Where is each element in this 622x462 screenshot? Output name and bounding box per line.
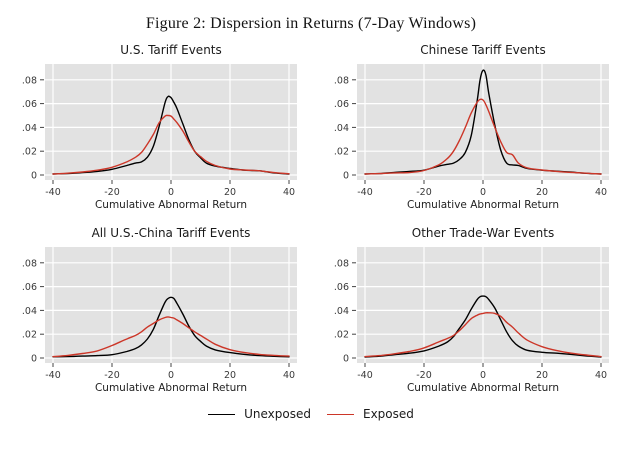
exposed-line-swatch-icon — [326, 413, 354, 415]
svg-text:.02: .02 — [22, 330, 37, 341]
panel-chinese-tariff-events: Chinese Tariff Events -40 -20 0 20 40 0 .02 .04… — [319, 43, 619, 212]
svg-text:.08: .08 — [334, 258, 349, 269]
svg-text:-40: -40 — [357, 187, 373, 198]
svg-text:-20: -20 — [104, 370, 120, 381]
svg-text:0: 0 — [31, 171, 37, 182]
svg-text:40: 40 — [283, 370, 295, 381]
svg-text:Cumulative Abnormal Return: Cumulative Abnormal Return — [407, 199, 559, 211]
svg-text:.08: .08 — [334, 75, 349, 86]
panel-title: Chinese Tariff Events — [420, 43, 546, 57]
svg-text:20: 20 — [224, 187, 236, 198]
svg-text:.02: .02 — [22, 147, 37, 158]
panel-title: Other Trade-War Events — [411, 226, 555, 240]
svg-text:.06: .06 — [334, 99, 349, 110]
svg-text:20: 20 — [224, 370, 236, 381]
svg-text:-20: -20 — [416, 370, 432, 381]
svg-text:0: 0 — [168, 187, 174, 198]
svg-text:.04: .04 — [22, 123, 37, 134]
panel-us-tariff-events: U.S. Tariff Events -40 -20 0 20 40 0 .02 .04 .06… — [7, 43, 307, 212]
density-chart-other-trade-war-events: -40 -20 0 20 40 0 .02 .04 .06 .08 Cumulative Abnor… — [334, 247, 609, 394]
svg-text:.08: .08 — [22, 75, 37, 86]
svg-text:40: 40 — [595, 187, 607, 198]
svg-text:.04: .04 — [334, 306, 349, 317]
svg-text:0: 0 — [31, 354, 37, 365]
svg-text:0: 0 — [168, 370, 174, 381]
svg-text:0: 0 — [480, 187, 486, 198]
unexposed-line-swatch-icon — [208, 413, 236, 415]
svg-text:.06: .06 — [334, 282, 349, 293]
panels-grid: U.S. Tariff Events -40 -20 0 20 40 0 .02 .04 .06… — [0, 43, 622, 395]
svg-text:.02: .02 — [334, 147, 349, 158]
svg-text:40: 40 — [595, 370, 607, 381]
figure-title: Figure 2: Dispersion in Returns (7-Day W… — [145, 15, 477, 32]
legend: Unexposed Exposed — [0, 407, 622, 421]
svg-text:20: 20 — [536, 187, 548, 198]
svg-text:-20: -20 — [416, 187, 432, 198]
svg-text:40: 40 — [283, 187, 295, 198]
density-chart-chinese-tariff-events: -40 -20 0 20 40 0 .02 .04 .06 .08 Cumulative Abnor… — [334, 64, 609, 211]
svg-text:-40: -40 — [45, 370, 61, 381]
svg-text:.06: .06 — [22, 282, 37, 293]
svg-text:-20: -20 — [104, 187, 120, 198]
density-chart-us-tariff-events: -40 -20 0 20 40 0 .02 .04 .06 .08 Cumulative Abnor… — [22, 64, 297, 211]
legend-item-exposed: Exposed — [326, 407, 414, 421]
panel-title: U.S. Tariff Events — [120, 43, 222, 57]
svg-text:.04: .04 — [22, 306, 37, 317]
legend-label-exposed: Exposed — [362, 407, 414, 421]
svg-text:Cumulative Abnormal Return: Cumulative Abnormal Return — [407, 382, 559, 394]
svg-text:-40: -40 — [357, 370, 373, 381]
panel-all-us-china-tariff-events: All U.S.-China Tariff Events -40 -20 0 20 40… — [7, 226, 307, 395]
density-chart-all-us-china-tariff-events: -40 -20 0 20 40 0 .02 .04 .06 .08 Cumulative Abnor… — [22, 247, 297, 394]
svg-text:.06: .06 — [22, 99, 37, 110]
svg-text:20: 20 — [536, 370, 548, 381]
svg-text:-40: -40 — [45, 187, 61, 198]
svg-text:0: 0 — [343, 171, 349, 182]
legend-item-unexposed: Unexposed — [208, 407, 311, 421]
legend-label-unexposed: Unexposed — [244, 407, 311, 421]
panel-other-trade-war-events: Other Trade-War Events -40 -20 0 20 40 0 .02 .0… — [319, 226, 619, 395]
svg-text:.04: .04 — [334, 123, 349, 134]
svg-text:Cumulative Abnormal Return: Cumulative Abnormal Return — [95, 199, 247, 211]
svg-text:0: 0 — [480, 370, 486, 381]
svg-text:.02: .02 — [334, 330, 349, 341]
panel-title: All U.S.-China Tariff Events — [91, 226, 251, 240]
svg-text:.08: .08 — [22, 258, 37, 269]
svg-text:Cumulative Abnormal Return: Cumulative Abnormal Return — [95, 382, 247, 394]
svg-text:0: 0 — [343, 354, 349, 365]
